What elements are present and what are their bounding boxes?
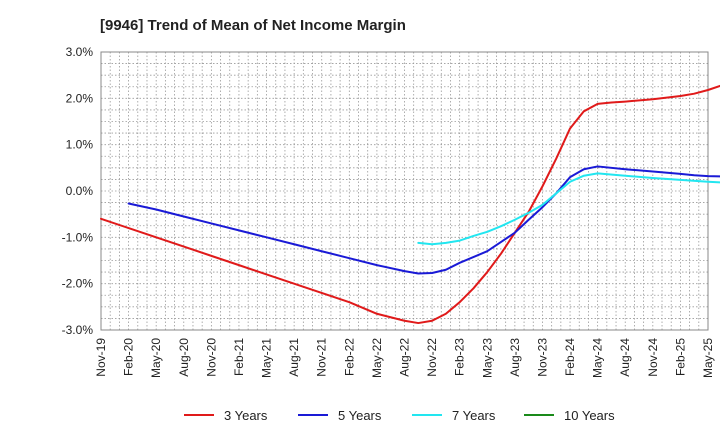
- y-tick-label: 3.0%: [66, 45, 94, 59]
- x-tick-label: Nov-19: [94, 338, 108, 377]
- x-tick-label: Aug-24: [618, 338, 632, 377]
- chart-title: [9946] Trend of Mean of Net Income Margi…: [100, 17, 406, 34]
- series-line: [417, 172, 720, 246]
- y-tick-label: -3.0%: [62, 323, 94, 337]
- series-line: [127, 165, 720, 275]
- x-tick-label: May-23: [480, 338, 494, 378]
- plot-area-frame: [100, 51, 709, 331]
- y-axis: 3.0% 2.0% 1.0% 0.0% -1.0% -2.0% -3.0%: [62, 45, 94, 337]
- legend-label: 5 Years: [338, 408, 382, 423]
- y-tick-label: -1.0%: [62, 230, 94, 244]
- x-tick-label: Aug-20: [177, 338, 191, 377]
- y-tick-label: 2.0%: [66, 91, 94, 105]
- series-layer: [100, 84, 720, 325]
- legend-label: 10 Years: [564, 408, 615, 423]
- x-tick-label: Feb-25: [673, 338, 687, 376]
- x-tick-label: Feb-22: [342, 338, 356, 376]
- x-tick-label: Nov-24: [646, 338, 660, 377]
- x-tick-label: Aug-23: [508, 338, 522, 377]
- x-tick-label: Aug-21: [287, 338, 301, 377]
- x-tick-label: Nov-22: [425, 338, 439, 377]
- series-line: [100, 84, 720, 325]
- x-tick-label: May-24: [591, 338, 605, 378]
- grid: [101, 52, 708, 330]
- x-tick-label: Feb-20: [122, 338, 136, 376]
- y-tick-label: -2.0%: [62, 277, 94, 291]
- legend: 3 Years 5 Years 7 Years 10 Years: [184, 408, 615, 423]
- x-tick-label: Nov-23: [535, 338, 549, 377]
- y-tick-label: 0.0%: [66, 184, 94, 198]
- legend-label: 7 Years: [452, 408, 496, 423]
- legend-label: 3 Years: [224, 408, 268, 423]
- x-tick-label: May-22: [370, 338, 384, 378]
- x-tick-label: Feb-24: [563, 338, 577, 376]
- x-tick-label: May-25: [701, 338, 715, 378]
- x-tick-label: Nov-20: [204, 338, 218, 377]
- x-axis: Nov-19 Feb-20 May-20 Aug-20 Nov-20 Feb-21 May-…: [94, 338, 715, 378]
- x-tick-label: May-20: [149, 338, 163, 378]
- x-tick-label: Feb-23: [453, 338, 467, 376]
- y-tick-label: 1.0%: [66, 138, 94, 152]
- x-tick-label: Nov-21: [315, 338, 329, 377]
- x-tick-label: May-21: [260, 338, 274, 378]
- x-tick-label: Feb-21: [232, 338, 246, 376]
- x-tick-label: Aug-22: [398, 338, 412, 377]
